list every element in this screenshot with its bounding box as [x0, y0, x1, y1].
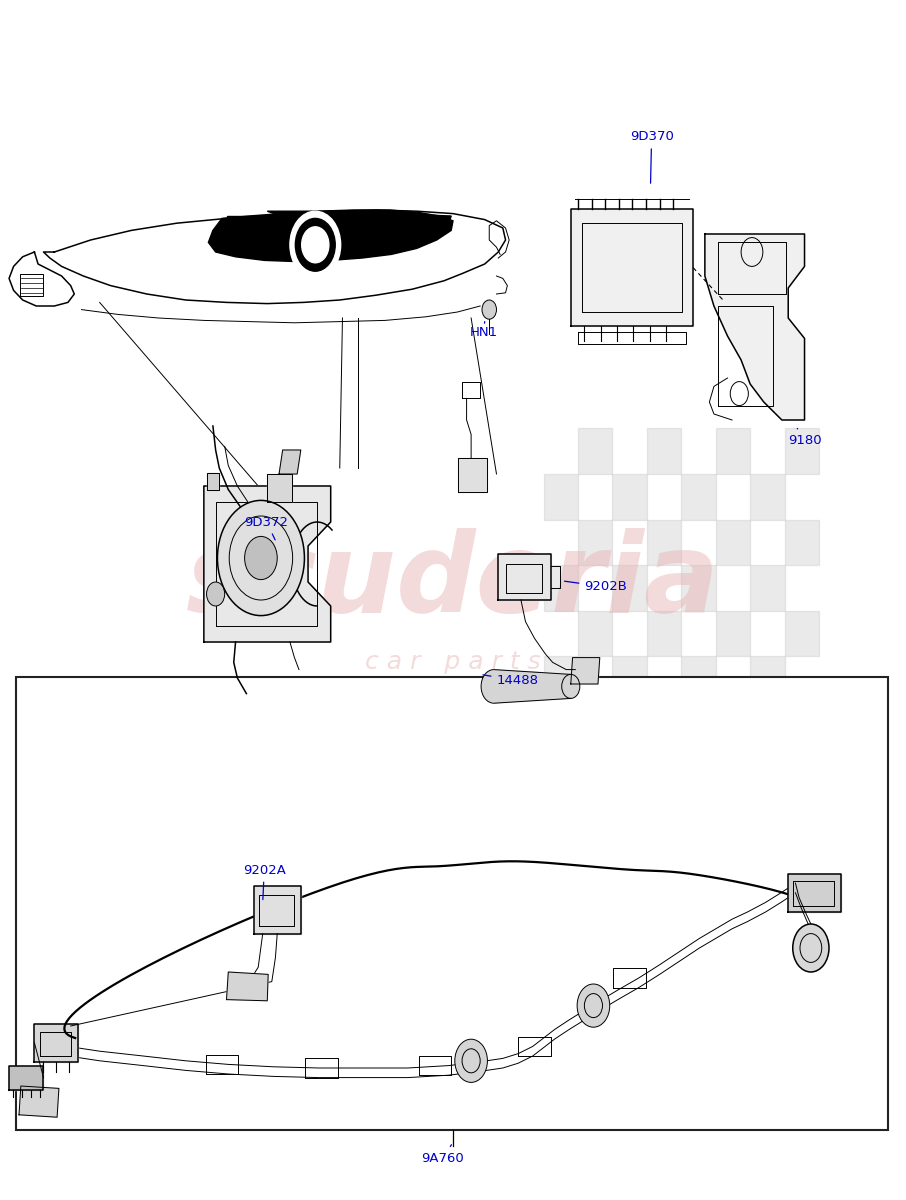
Text: 9D370: 9D370: [630, 131, 673, 184]
Polygon shape: [705, 234, 805, 420]
Text: scuderia: scuderia: [186, 528, 720, 636]
Text: 14488: 14488: [483, 674, 538, 686]
Circle shape: [481, 670, 506, 703]
Bar: [647, 520, 681, 565]
Polygon shape: [254, 886, 301, 934]
Circle shape: [562, 674, 580, 698]
Text: c a r   p a r t s: c a r p a r t s: [365, 650, 541, 674]
Circle shape: [455, 1039, 487, 1082]
Polygon shape: [208, 210, 453, 262]
Bar: [716, 611, 750, 656]
Polygon shape: [279, 450, 301, 474]
Bar: [612, 474, 647, 520]
Circle shape: [793, 924, 829, 972]
Bar: [16, 677, 888, 1130]
Circle shape: [245, 536, 277, 580]
Bar: [612, 656, 647, 702]
Bar: [647, 428, 681, 474]
Polygon shape: [571, 209, 693, 326]
Bar: [578, 520, 612, 565]
Circle shape: [207, 582, 225, 606]
Text: 9202B: 9202B: [564, 581, 627, 593]
Polygon shape: [204, 486, 331, 642]
Circle shape: [577, 984, 610, 1027]
Bar: [681, 565, 716, 611]
Bar: [681, 474, 716, 520]
Bar: [578, 611, 612, 656]
Polygon shape: [19, 1086, 59, 1117]
Bar: [612, 565, 647, 611]
Bar: [647, 611, 681, 656]
Polygon shape: [9, 1066, 43, 1090]
Polygon shape: [458, 458, 487, 492]
Bar: [750, 656, 785, 702]
Polygon shape: [267, 211, 390, 216]
Polygon shape: [571, 658, 600, 684]
Polygon shape: [498, 554, 551, 600]
Circle shape: [295, 218, 335, 271]
Bar: [785, 611, 819, 656]
Bar: [785, 428, 819, 474]
Circle shape: [217, 500, 304, 616]
Bar: [785, 520, 819, 565]
Circle shape: [290, 211, 341, 278]
Polygon shape: [226, 972, 268, 1001]
Polygon shape: [267, 474, 292, 502]
Polygon shape: [9, 252, 74, 306]
Bar: [716, 428, 750, 474]
Text: 9A760: 9A760: [421, 1145, 464, 1164]
Text: 9180: 9180: [788, 428, 822, 446]
Bar: [578, 428, 612, 474]
Circle shape: [482, 300, 496, 319]
Text: HN1: HN1: [469, 322, 497, 338]
Text: 9D372: 9D372: [245, 516, 289, 540]
Polygon shape: [207, 473, 219, 490]
Bar: [544, 474, 578, 520]
Bar: [681, 656, 716, 702]
Bar: [716, 520, 750, 565]
Bar: [544, 656, 578, 702]
Polygon shape: [43, 210, 506, 304]
Bar: [750, 474, 785, 520]
Circle shape: [302, 227, 329, 263]
Polygon shape: [226, 216, 263, 224]
Bar: [544, 565, 578, 611]
Text: 9202A: 9202A: [243, 864, 285, 900]
Bar: [750, 565, 785, 611]
Polygon shape: [494, 670, 571, 703]
Polygon shape: [34, 1024, 78, 1062]
Polygon shape: [388, 214, 451, 224]
Polygon shape: [788, 874, 841, 912]
